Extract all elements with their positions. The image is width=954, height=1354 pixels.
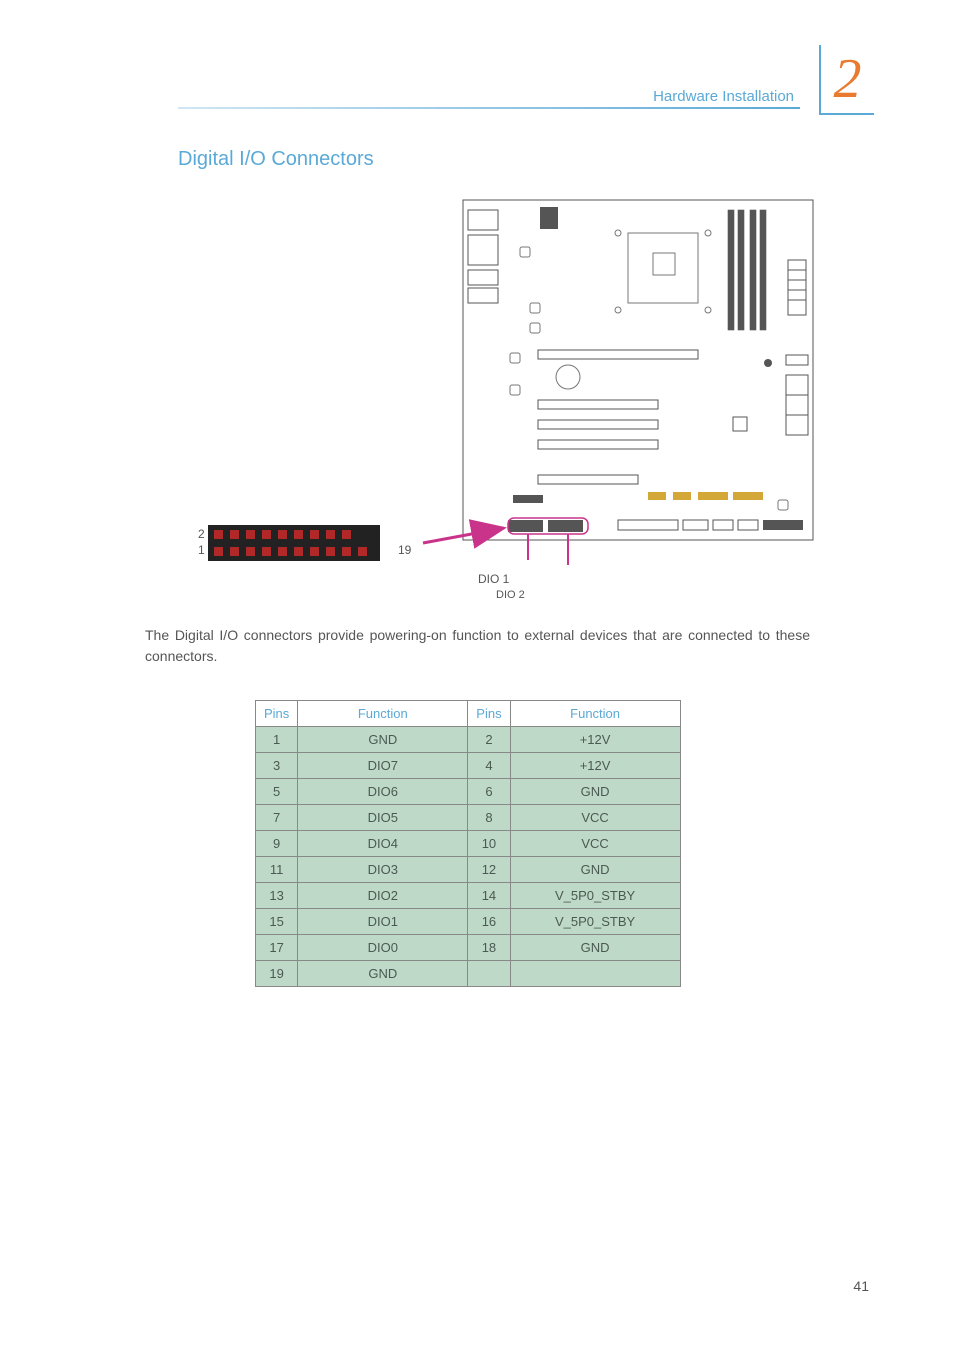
- table-cell: 10: [468, 831, 510, 857]
- table-cell: 1: [256, 727, 298, 753]
- connector-detail: [208, 525, 393, 565]
- table-cell: 3: [256, 753, 298, 779]
- table-cell: 11: [256, 857, 298, 883]
- table-cell: GND: [298, 961, 468, 987]
- page-number: 41: [853, 1278, 869, 1294]
- dio-callout-2: DIO 2: [496, 589, 525, 601]
- table-cell: +12V: [510, 753, 680, 779]
- pinout-table: Pins Function Pins Function 1GND2+12V3DI…: [255, 700, 681, 987]
- chapter-number: 2: [834, 47, 862, 111]
- table-cell: 6: [468, 779, 510, 805]
- table-header: Pins: [256, 701, 298, 727]
- table-cell: DIO6: [298, 779, 468, 805]
- table-header: Pins: [468, 701, 510, 727]
- header-label: Hardware Installation: [653, 88, 794, 105]
- table-cell: 14: [468, 883, 510, 909]
- table-cell: 16: [468, 909, 510, 935]
- table-cell: V_5P0_STBY: [510, 909, 680, 935]
- table-cell: VCC: [510, 805, 680, 831]
- table-cell: +12V: [510, 727, 680, 753]
- table-header: Function: [298, 701, 468, 727]
- header-rule: [178, 107, 800, 109]
- table-cell: 5: [256, 779, 298, 805]
- table-cell: DIO2: [298, 883, 468, 909]
- table-cell: 19: [256, 961, 298, 987]
- table-cell: GND: [510, 779, 680, 805]
- table-cell: 8: [468, 805, 510, 831]
- table-cell: 4: [468, 753, 510, 779]
- table-cell: [468, 961, 510, 987]
- diagram: 2 1 19 DIO 1 DIO 2: [178, 195, 818, 595]
- table-cell: 2: [468, 727, 510, 753]
- table-cell: 13: [256, 883, 298, 909]
- table-cell: DIO3: [298, 857, 468, 883]
- table-cell: GND: [510, 935, 680, 961]
- dio-callout-1: DIO 1: [478, 572, 509, 586]
- motherboard-illustration: [458, 195, 818, 565]
- pin-label-19: 19: [398, 543, 411, 557]
- pin-label-2: 2: [198, 527, 205, 541]
- table-cell: 17: [256, 935, 298, 961]
- table-cell: 12: [468, 857, 510, 883]
- table-cell: DIO1: [298, 909, 468, 935]
- table-cell: [510, 961, 680, 987]
- table-cell: DIO4: [298, 831, 468, 857]
- chapter-badge: 2: [819, 45, 874, 115]
- table-cell: DIO5: [298, 805, 468, 831]
- table-cell: GND: [298, 727, 468, 753]
- section-title: Digital I/O Connectors: [178, 148, 374, 171]
- pin-label-1: 1: [198, 543, 205, 557]
- table-header: Function: [510, 701, 680, 727]
- table-cell: DIO0: [298, 935, 468, 961]
- body-paragraph: The Digital I/O connectors provide power…: [145, 625, 810, 667]
- table-cell: 18: [468, 935, 510, 961]
- table-cell: 15: [256, 909, 298, 935]
- table-cell: GND: [510, 857, 680, 883]
- table-cell: DIO7: [298, 753, 468, 779]
- table-cell: VCC: [510, 831, 680, 857]
- table-cell: V_5P0_STBY: [510, 883, 680, 909]
- table-cell: 7: [256, 805, 298, 831]
- table-cell: 9: [256, 831, 298, 857]
